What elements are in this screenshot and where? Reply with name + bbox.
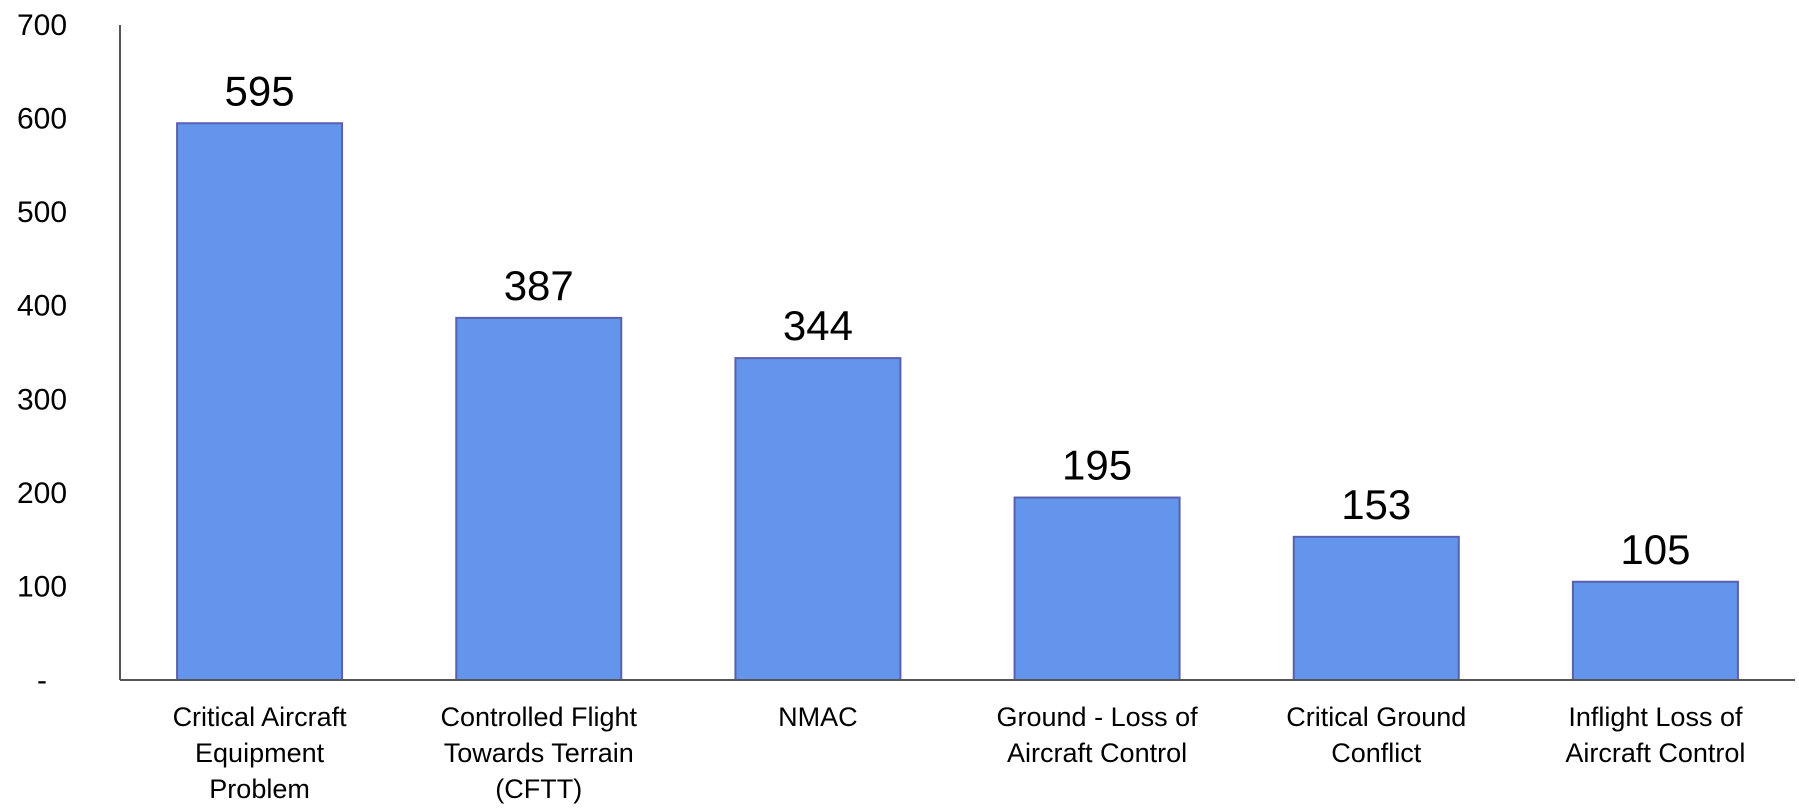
x-category-label-line: (CFTT) xyxy=(495,774,582,804)
x-axis: Critical Aircraft Equipment Problem Control… xyxy=(120,679,1795,804)
x-category-label: Ground - Loss of Aircraft Control xyxy=(997,702,1199,768)
bar xyxy=(734,357,902,681)
y-tick-label: 100 xyxy=(17,570,67,603)
y-tick-label: 300 xyxy=(17,383,67,416)
x-category-label-line: Problem xyxy=(209,774,310,804)
bar-value-label: 595 xyxy=(225,67,295,114)
x-category-label: Controlled Flight Towards Terrain (CFTT) xyxy=(440,702,637,804)
x-category-label: NMAC xyxy=(778,702,858,732)
bar xyxy=(1013,496,1181,681)
x-category-label: Critical Aircraft Equipment Problem xyxy=(173,702,348,804)
x-category-label-line: Critical Aircraft xyxy=(173,702,348,732)
x-category-label-line: Conflict xyxy=(1331,738,1422,768)
y-tick-label: - xyxy=(37,664,47,697)
x-category-label-line: Ground - Loss of xyxy=(997,702,1199,732)
x-category-label-line: NMAC xyxy=(778,702,858,732)
x-category-label-line: Critical Ground xyxy=(1286,702,1466,732)
y-tick-label: 600 xyxy=(17,103,67,136)
x-category-label-line: Inflight Loss of xyxy=(1568,702,1743,732)
bars xyxy=(176,122,1739,681)
bar xyxy=(455,316,623,681)
bar-value-label: 387 xyxy=(504,262,574,309)
y-tick-label: 200 xyxy=(17,477,67,510)
bar-value-label: 344 xyxy=(783,302,853,349)
x-category-label-line: Towards Terrain xyxy=(444,738,634,768)
y-tick-label: 400 xyxy=(17,290,67,323)
data-labels: 595 387 344 195 153 105 xyxy=(225,67,1691,573)
bar xyxy=(1292,535,1460,681)
bar-value-label: 195 xyxy=(1062,442,1132,489)
x-category-label: Inflight Loss of Aircraft Control xyxy=(1565,702,1745,768)
y-tick-label: 500 xyxy=(17,196,67,229)
y-tick-label: 700 xyxy=(17,9,67,42)
bar xyxy=(176,122,344,681)
y-axis: - 100 200 300 400 500 600 700 xyxy=(17,9,121,697)
x-category-label-line: Equipment xyxy=(195,738,325,768)
x-category-label-line: Aircraft Control xyxy=(1007,738,1187,768)
x-category-label: Critical Ground Conflict xyxy=(1286,702,1466,768)
x-category-label-line: Controlled Flight xyxy=(440,702,637,732)
x-category-label-line: Aircraft Control xyxy=(1565,738,1745,768)
bar-value-label: 153 xyxy=(1341,481,1411,528)
bar xyxy=(1571,580,1739,681)
bar-value-label: 105 xyxy=(1620,526,1690,573)
